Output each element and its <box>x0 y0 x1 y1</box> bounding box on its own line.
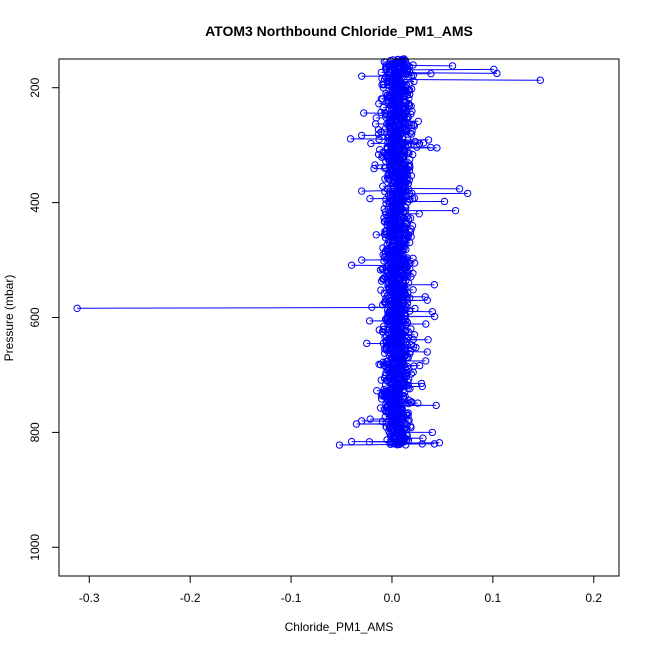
x-tick-label: -0.2 <box>180 591 201 605</box>
y-tick-label: 600 <box>28 307 42 327</box>
outlier-segment <box>394 65 452 66</box>
chart-title: ATOM3 Northbound Chloride_PM1_AMS <box>205 23 473 39</box>
outlier-segment <box>352 265 405 266</box>
outlier-segment <box>396 311 432 312</box>
y-axis: 200 400 600 800 1000 <box>28 77 59 560</box>
x-tick-label: 0.0 <box>384 591 401 605</box>
plot-area <box>74 56 544 448</box>
outlier-segment <box>391 188 460 189</box>
plot-frame <box>59 59 619 576</box>
x-tick-label: 0.2 <box>585 591 602 605</box>
y-tick-label: 400 <box>28 192 42 212</box>
y-tick-label: 200 <box>28 77 42 97</box>
outlier-segment <box>362 191 397 192</box>
outlier-segment <box>367 343 396 344</box>
outlier-segment <box>391 444 422 445</box>
y-tick-label: 800 <box>28 422 42 442</box>
y-tick-label: 1000 <box>28 534 42 561</box>
x-axis: -0.3 -0.2 -0.1 0.0 0.1 0.2 <box>79 576 603 605</box>
x-tick-label: -0.3 <box>79 591 100 605</box>
x-tick-label: 0.1 <box>485 591 502 605</box>
outlier-segment <box>77 307 404 308</box>
x-tick-label: -0.1 <box>281 591 302 605</box>
outlier-segment <box>397 79 540 80</box>
x-axis-label: Chloride_PM1_AMS <box>285 620 394 634</box>
y-axis-label: Pressure (mbar) <box>2 275 16 362</box>
